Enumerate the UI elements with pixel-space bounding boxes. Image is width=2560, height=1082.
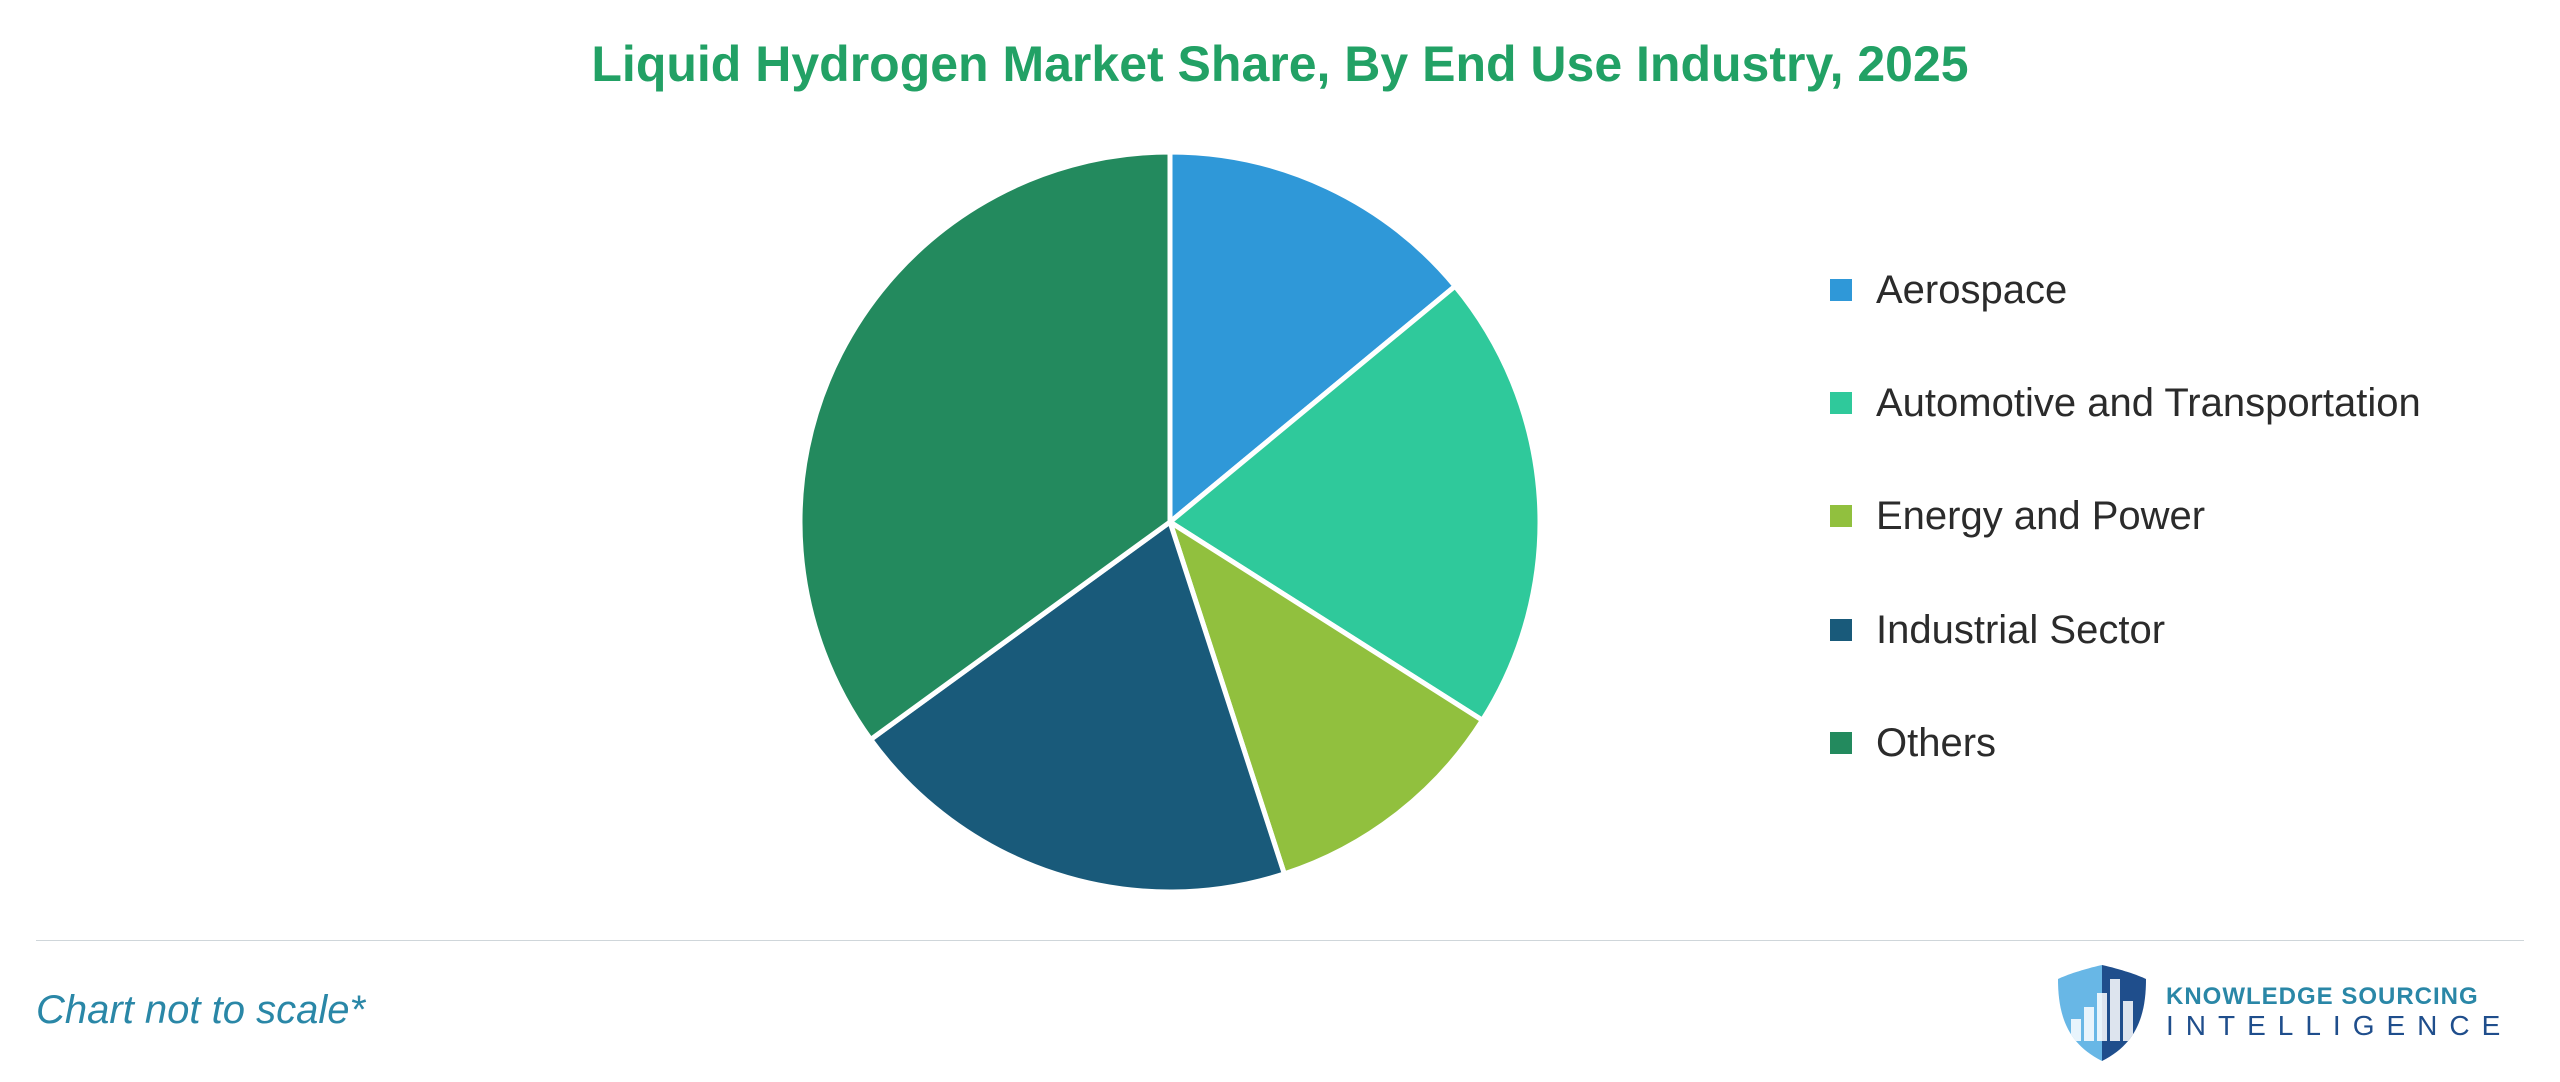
legend-swatch bbox=[1830, 392, 1852, 414]
legend-item: Automotive and Transportation bbox=[1830, 378, 2490, 429]
logo-line2: INTELLIGENCE bbox=[2166, 1009, 2512, 1043]
legend-label: Industrial Sector bbox=[1876, 605, 2165, 656]
logo-line1: KNOWLEDGE SOURCING bbox=[2166, 984, 2512, 1009]
legend: Aerospace Automotive and Transportation En… bbox=[1830, 265, 2490, 831]
legend-swatch bbox=[1830, 279, 1852, 301]
chart-area: Aerospace Automotive and Transportation En… bbox=[0, 130, 2560, 910]
footnote: Chart not to scale* bbox=[36, 988, 365, 1033]
logo-text: KNOWLEDGE SOURCING INTELLIGENCE bbox=[2166, 984, 2512, 1043]
legend-label: Energy and Power bbox=[1876, 491, 2205, 542]
legend-item: Energy and Power bbox=[1830, 491, 2490, 542]
chart-title: Liquid Hydrogen Market Share, By End Use… bbox=[40, 35, 2520, 93]
legend-label: Automotive and Transportation bbox=[1876, 378, 2421, 429]
legend-item: Others bbox=[1830, 718, 2490, 769]
legend-item: Aerospace bbox=[1830, 265, 2490, 316]
legend-item: Industrial Sector bbox=[1830, 605, 2490, 656]
logo-shield-icon bbox=[2054, 961, 2150, 1065]
legend-swatch bbox=[1830, 732, 1852, 754]
pie-chart bbox=[790, 142, 1550, 902]
legend-swatch bbox=[1830, 619, 1852, 641]
legend-label: Others bbox=[1876, 718, 1996, 769]
legend-swatch bbox=[1830, 505, 1852, 527]
brand-logo: KNOWLEDGE SOURCING INTELLIGENCE bbox=[2054, 958, 2514, 1068]
legend-label: Aerospace bbox=[1876, 265, 2067, 316]
chart-container: Liquid Hydrogen Market Share, By End Use… bbox=[0, 0, 2560, 1082]
divider bbox=[36, 940, 2524, 941]
